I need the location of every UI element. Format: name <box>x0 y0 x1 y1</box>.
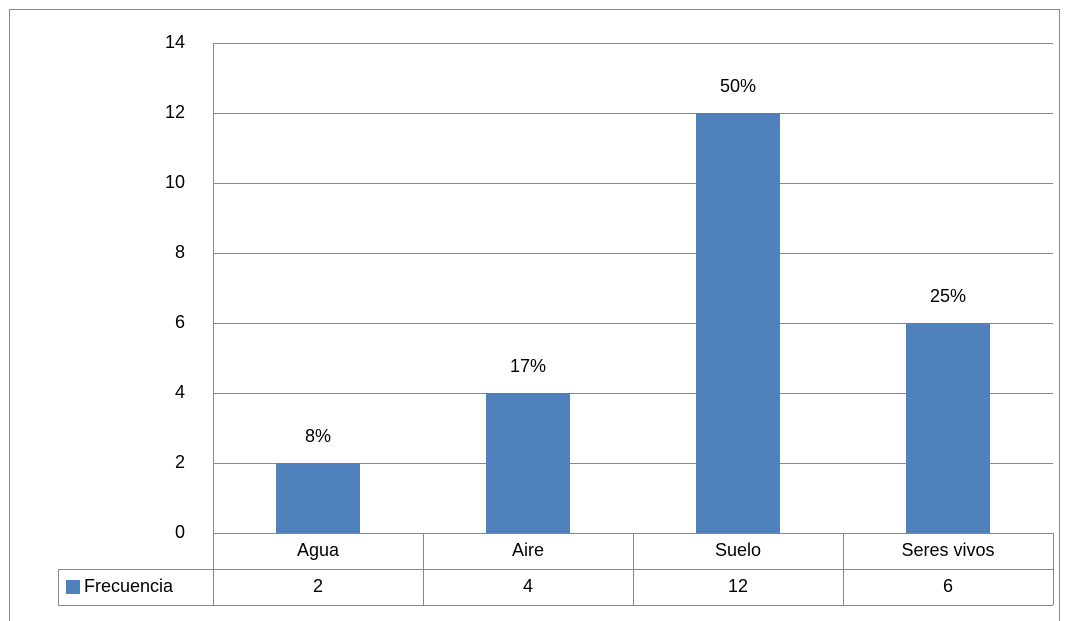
data-label: 25% <box>930 286 966 306</box>
legend-key <box>66 580 80 594</box>
y-tick-label: 14 <box>165 32 185 52</box>
data-label: 8% <box>305 426 331 446</box>
data-label: 50% <box>720 76 756 96</box>
legend-label: Frecuencia <box>84 576 174 596</box>
table-value: 4 <box>523 576 533 596</box>
y-tick-label: 0 <box>175 522 185 542</box>
y-tick-label: 2 <box>175 452 185 472</box>
x-tick-label: Suelo <box>715 540 761 560</box>
bar <box>276 463 360 533</box>
bar <box>696 113 780 533</box>
bar <box>906 323 990 533</box>
x-tick-label: Aire <box>512 540 544 560</box>
bar <box>486 393 570 533</box>
y-tick-label: 4 <box>175 382 185 402</box>
y-tick-label: 12 <box>165 102 185 122</box>
y-tick-label: 6 <box>175 312 185 332</box>
y-tick-label: 8 <box>175 242 185 262</box>
data-label: 17% <box>510 356 546 376</box>
table-value: 6 <box>943 576 953 596</box>
table-value: 2 <box>313 576 323 596</box>
x-tick-label: Seres vivos <box>901 540 994 560</box>
table-value: 12 <box>728 576 748 596</box>
x-tick-label: Agua <box>297 540 340 560</box>
y-tick-label: 10 <box>165 172 185 192</box>
